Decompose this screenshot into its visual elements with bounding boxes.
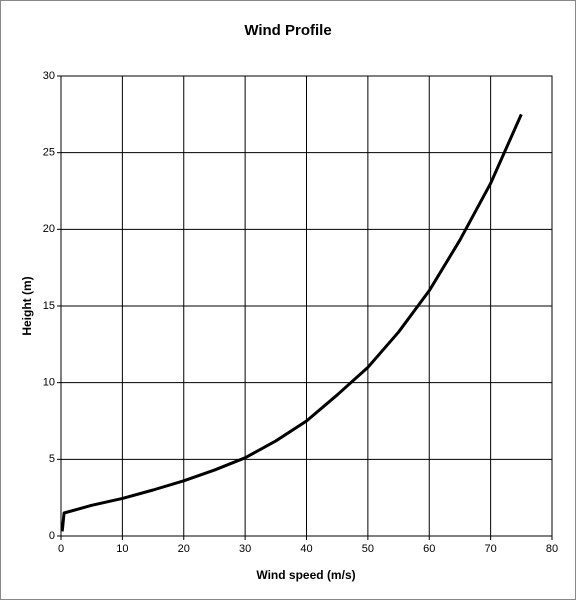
x-tick-label: 60 [423, 543, 435, 555]
x-tick-label: 80 [546, 543, 558, 555]
x-tick-label: 30 [239, 543, 251, 555]
y-tick-label: 15 [43, 300, 55, 312]
x-tick-label: 70 [485, 543, 497, 555]
x-tick-label: 10 [116, 543, 128, 555]
y-tick-label: 20 [43, 223, 55, 235]
x-tick-label: 40 [300, 543, 312, 555]
y-axis-label: Height (m) [20, 276, 34, 335]
x-axis-label: Wind speed (m/s) [256, 568, 355, 582]
y-tick-label: 5 [49, 453, 55, 465]
y-tick-label: 30 [43, 70, 55, 82]
y-tick-label: 25 [43, 147, 55, 159]
x-tick-label: 0 [58, 543, 64, 555]
x-tick-label: 20 [178, 543, 190, 555]
chart-title: Wind Profile [244, 22, 331, 39]
x-tick-label: 50 [362, 543, 374, 555]
line [60, 113, 523, 532]
y-tick-label: 0 [49, 530, 55, 542]
y-tick-label: 10 [43, 377, 55, 389]
